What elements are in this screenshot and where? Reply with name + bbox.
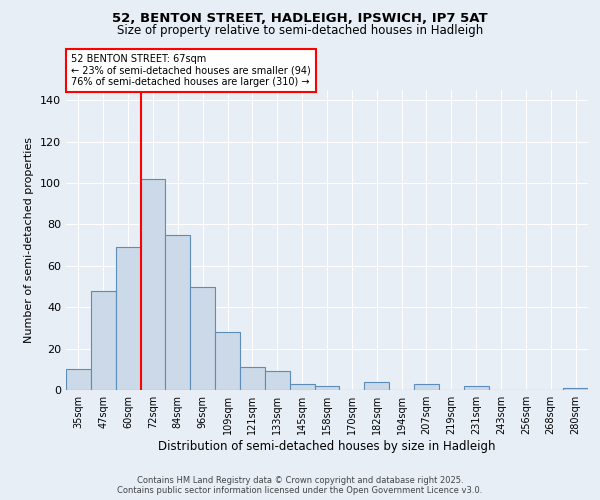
Bar (414, 384, 439, 390)
Bar (166, 235, 190, 390)
Bar (240, 367, 265, 390)
X-axis label: Distribution of semi-detached houses by size in Hadleigh: Distribution of semi-detached houses by … (158, 440, 496, 453)
Bar (265, 372, 290, 390)
Bar (140, 179, 166, 390)
Text: 52 BENTON STREET: 67sqm
← 23% of semi-detached houses are smaller (94)
76% of se: 52 BENTON STREET: 67sqm ← 23% of semi-de… (71, 54, 311, 87)
Text: Size of property relative to semi-detached houses in Hadleigh: Size of property relative to semi-detach… (117, 24, 483, 37)
Bar (314, 386, 340, 390)
Text: 52, BENTON STREET, HADLEIGH, IPSWICH, IP7 5AT: 52, BENTON STREET, HADLEIGH, IPSWICH, IP… (112, 12, 488, 26)
Bar (563, 388, 588, 390)
Bar (66, 370, 91, 390)
Bar (364, 382, 389, 390)
Bar (190, 286, 215, 390)
Text: Contains HM Land Registry data © Crown copyright and database right 2025.
Contai: Contains HM Land Registry data © Crown c… (118, 476, 482, 495)
Bar (464, 386, 488, 390)
Bar (215, 332, 240, 390)
Bar (290, 384, 314, 390)
Y-axis label: Number of semi-detached properties: Number of semi-detached properties (25, 137, 34, 343)
Bar (116, 247, 140, 390)
Bar (91, 290, 116, 390)
